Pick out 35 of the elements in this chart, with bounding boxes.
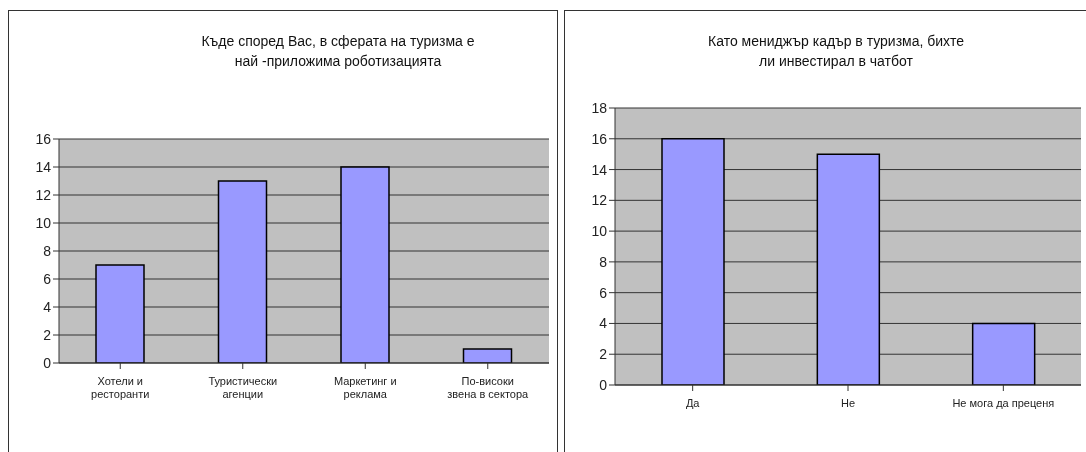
y-tick-label: 4 [43, 298, 52, 315]
chart-title: Къде според Вас, в сферата на туризма е най -приложима роботизацията [200, 32, 476, 71]
bar [661, 138, 725, 385]
x-tick-label: Туристически агенции [208, 375, 278, 400]
y-tick-label: 2 [599, 346, 608, 363]
y-tick-label: 8 [599, 253, 608, 270]
bar [971, 322, 1036, 385]
bar [95, 264, 145, 363]
x-tick-label: Маркетинг и реклама [333, 375, 397, 400]
chart-title: Като мениджър кадър в туризма, бихте ли инвестирал в чатбот [707, 32, 965, 71]
y-tick-label: 18 [591, 99, 608, 116]
y-tick-label: 8 [43, 242, 52, 259]
bar [217, 180, 268, 363]
bar [340, 166, 390, 363]
y-tick-label: 14 [35, 158, 52, 175]
y-tick-label: 12 [591, 192, 608, 209]
y-tick-label: 16 [35, 130, 52, 147]
y-tick-label: 10 [35, 214, 52, 231]
y-tick-label: 16 [591, 130, 608, 147]
x-tick-label: Да [685, 397, 701, 409]
bar [462, 348, 513, 363]
y-tick-label: 10 [591, 223, 608, 240]
y-tick-label: 12 [35, 186, 52, 203]
y-tick-label: 2 [43, 326, 52, 343]
x-tick-label: По-високи звена в сектора [447, 375, 530, 400]
y-tick-label: 14 [591, 161, 608, 178]
y-tick-label: 6 [43, 270, 52, 287]
y-tick-label: 6 [599, 284, 608, 301]
x-tick-label: Не [840, 397, 856, 409]
y-tick-label: 0 [599, 376, 608, 393]
y-tick-label: 0 [43, 354, 52, 371]
x-tick-label: Не мога да преценя [952, 397, 1055, 409]
y-tick-label: 4 [599, 315, 608, 332]
x-tick-label: Хотели и ресторанти [91, 375, 150, 400]
bar [816, 153, 881, 385]
